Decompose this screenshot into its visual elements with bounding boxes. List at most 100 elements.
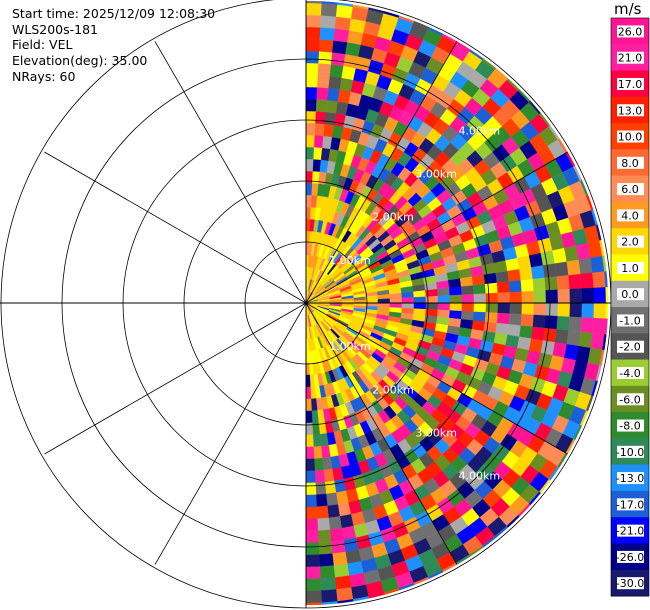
ray-gate	[496, 281, 510, 294]
ray-gate	[316, 505, 329, 519]
ray-gate	[305, 182, 313, 196]
ray-gate	[521, 290, 535, 304]
ray-gate	[554, 261, 569, 277]
ray-gate	[509, 302, 523, 315]
ray-gate	[305, 74, 319, 88]
ray-gate	[473, 302, 487, 313]
ray-gate	[330, 539, 346, 554]
ray-gate	[305, 362, 310, 376]
ray-gate	[320, 3, 338, 17]
colorbar-label-bg	[617, 130, 644, 143]
azimuth-line	[305, 151, 568, 304]
ray-gate	[472, 284, 486, 295]
ray-gate	[343, 53, 359, 69]
ray-gate	[519, 267, 533, 281]
ray-gate	[315, 493, 328, 507]
colorbar-tick-label: 0.0	[621, 288, 639, 301]
colorbar-label-bg	[617, 498, 644, 511]
range-ring-label: 2.00km	[372, 211, 414, 224]
ray-gate	[305, 14, 322, 28]
ray-gate	[568, 273, 582, 290]
ray-gate	[437, 295, 451, 304]
ray-gate	[322, 456, 333, 471]
ray-gate	[315, 111, 327, 125]
colorbar-tick-label: 1.0	[621, 262, 639, 275]
ray-gate	[545, 289, 559, 304]
range-ring-label: 3.00km	[415, 168, 457, 181]
ray-gate	[485, 302, 499, 314]
colorbar-tick-label: 2.0	[621, 236, 639, 249]
colorbar-label-bg	[617, 183, 644, 196]
ray-gate	[528, 252, 544, 268]
ray-gate	[323, 468, 335, 483]
ray-gate	[413, 302, 427, 310]
ray-gate	[437, 302, 451, 311]
ray-gate	[461, 294, 475, 304]
ray-gate	[318, 51, 333, 65]
azimuth-line	[44, 151, 307, 304]
colorbar-tick-label: -2.0	[619, 341, 640, 354]
colorbar-label-bg	[617, 235, 644, 248]
ray-gate	[473, 293, 487, 304]
ray-gate	[332, 40, 348, 55]
ray-gate	[325, 99, 339, 114]
ray-gate	[314, 123, 325, 137]
ray-gate	[531, 265, 545, 280]
ray-gate	[497, 292, 511, 304]
colorbar-label-bg	[617, 25, 644, 38]
ray-gate	[305, 134, 315, 148]
ray-gate	[305, 386, 312, 400]
ray-gate	[449, 286, 462, 296]
ray-gate	[319, 39, 334, 53]
ray-gate	[328, 76, 342, 90]
colorbar-frame	[610, 17, 650, 597]
ray-gate	[556, 275, 570, 290]
ray-gate	[460, 311, 474, 321]
ray-gate	[533, 302, 547, 316]
ray-gate	[305, 38, 320, 52]
colorbar-tick-label: 6.0	[621, 183, 639, 196]
ray-gate	[312, 159, 322, 172]
ray-gate	[401, 302, 415, 309]
ray-gate	[311, 410, 319, 423]
ray-gate	[319, 565, 336, 579]
range-ring-label: 1.00km	[329, 254, 371, 267]
range-ring-label: 4.00km	[459, 124, 501, 137]
colorbar-label-bg	[617, 550, 644, 563]
azimuth-line	[154, 41, 307, 304]
ray-gate	[305, 518, 319, 532]
ray-gate	[542, 263, 557, 279]
ray-gate	[332, 551, 348, 566]
azimuth-line	[44, 302, 307, 455]
ray-gate	[449, 302, 463, 312]
ray-gate	[334, 16, 352, 31]
ray-gate	[521, 302, 535, 316]
ray-gate	[542, 327, 557, 343]
ray-gate	[313, 147, 323, 160]
ray-gate	[459, 276, 474, 287]
ray-gate	[593, 287, 607, 304]
colorbar-label-bg	[617, 314, 644, 327]
ray-gate	[449, 310, 462, 320]
ray-gate	[508, 280, 522, 293]
colorbar-tick-label: -1.0	[619, 314, 640, 327]
ray-gate	[314, 469, 325, 483]
range-ring-label: 2.00km	[372, 383, 414, 396]
ray-gate	[566, 330, 581, 347]
velocity-rays	[305, 0, 609, 606]
ray-gate	[305, 158, 314, 172]
ray-gate	[305, 458, 315, 472]
ray-gate	[315, 481, 327, 495]
ray-gate	[324, 480, 337, 495]
colorbar-label-bg	[617, 524, 644, 537]
ray-gate	[305, 470, 316, 484]
ray-gate	[337, 502, 352, 517]
ray-gate	[317, 529, 332, 543]
colorbar-tick-label: 17.0	[618, 78, 643, 91]
ray-gate	[566, 259, 581, 276]
ray-gate	[310, 398, 318, 412]
ray-gate	[320, 577, 337, 591]
colorbar-label-bg	[617, 340, 644, 353]
ray-gate	[327, 88, 340, 102]
ray-gate	[554, 329, 569, 345]
